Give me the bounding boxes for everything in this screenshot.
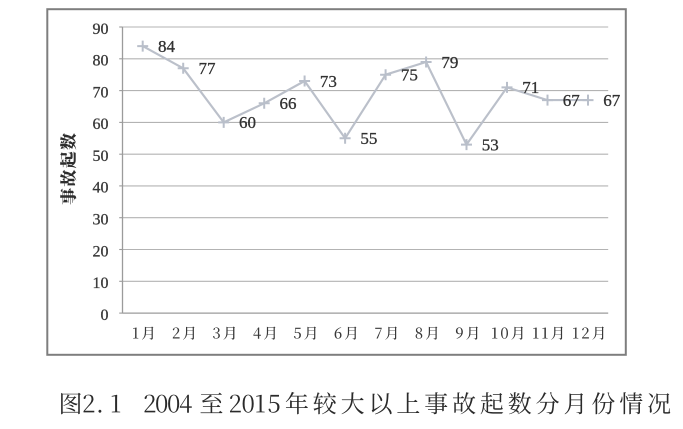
svg-text:84: 84 [158, 37, 176, 56]
svg-text:60: 60 [239, 113, 256, 132]
svg-text:67: 67 [603, 91, 621, 110]
svg-text:77: 77 [199, 59, 217, 78]
svg-text:67: 67 [563, 91, 581, 110]
svg-text:40: 40 [93, 180, 109, 197]
svg-text:66: 66 [280, 94, 297, 113]
svg-text:60: 60 [93, 116, 109, 133]
svg-text:30: 30 [93, 212, 109, 229]
svg-text:10: 10 [93, 275, 109, 292]
svg-text:50: 50 [93, 148, 109, 165]
svg-text:70: 70 [93, 84, 109, 101]
svg-text:73: 73 [320, 72, 337, 91]
svg-text:75: 75 [401, 66, 418, 85]
svg-text:80: 80 [93, 53, 109, 70]
svg-text:0: 0 [101, 307, 109, 324]
svg-text:53: 53 [482, 135, 499, 154]
svg-text:71: 71 [522, 78, 539, 97]
svg-text:55: 55 [360, 129, 377, 148]
svg-text:90: 90 [93, 21, 109, 38]
svg-text:79: 79 [441, 53, 458, 72]
svg-text:20: 20 [93, 243, 109, 260]
